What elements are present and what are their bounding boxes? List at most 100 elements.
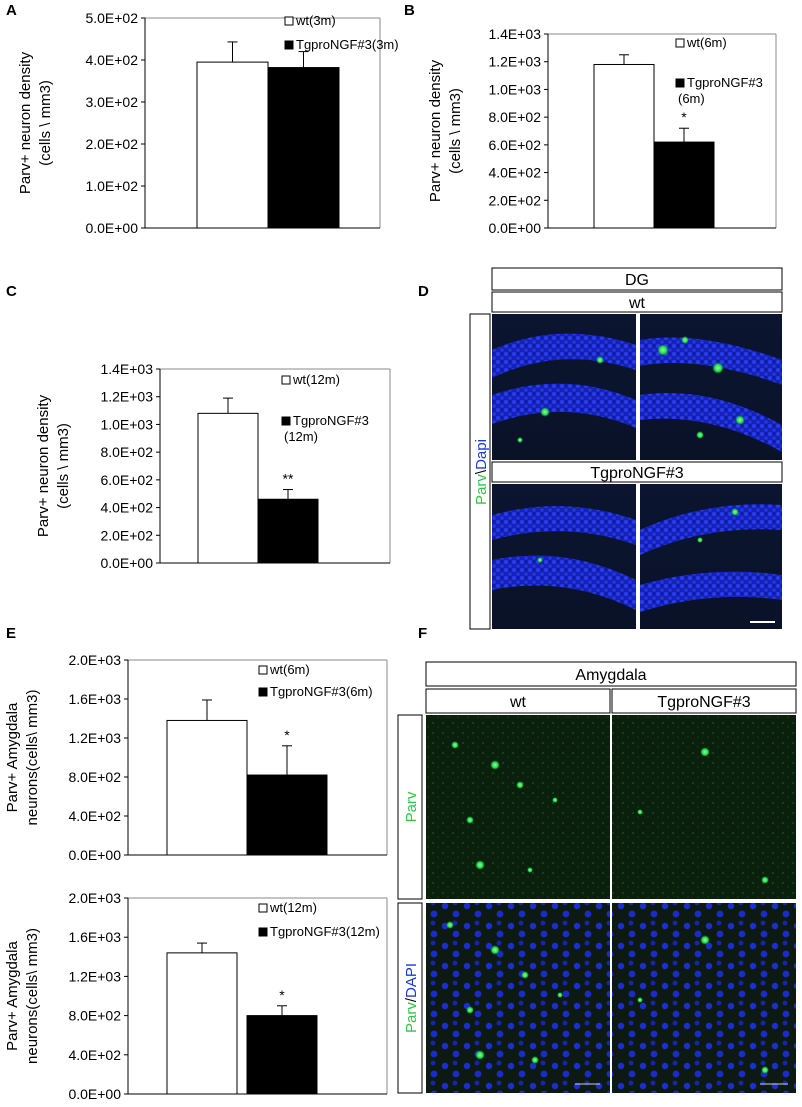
panel-letter-f: F	[418, 625, 427, 642]
legend-label: wt(6m)	[269, 662, 310, 677]
legend-label: TgproNGF#3(6m)	[270, 684, 373, 699]
f-side-row1-box	[397, 714, 423, 900]
chart-c: 0.0E+00 2.0E+02 4.0E+02 6.0E+02 8.0E+02 1.0E+…	[35, 361, 391, 571]
y-tick-label: 0.0E+00	[488, 220, 541, 236]
f-header-region: Amygdala	[575, 667, 646, 684]
y-tick-label: 8.0E+02	[68, 1008, 121, 1024]
d-image-wt-left	[492, 314, 636, 460]
legend-label: TgproNGF#3(6m)	[678, 75, 763, 106]
legend-swatch	[284, 16, 294, 26]
y-tick-label: 4.0E+02	[68, 808, 121, 824]
bar	[166, 719, 248, 856]
d-side-parv: Parv	[473, 474, 490, 505]
legend-label: wt(3m)	[295, 13, 336, 28]
y-tick-label: 1.0E+02	[85, 178, 138, 194]
legend-swatch	[258, 927, 268, 937]
f-image-tg-parv	[612, 715, 796, 899]
micrograph-f: Amygdala wt TgproNGF#3 Parv Parv/DAPI	[397, 661, 797, 1094]
y-tick-label: 0.0E+00	[100, 555, 153, 571]
f-header-tg-box	[611, 688, 797, 714]
d-header-wt: wt	[628, 295, 646, 312]
f-image-wt-parv	[426, 715, 610, 899]
f-side-row1: Parv	[403, 791, 420, 822]
bar	[166, 952, 238, 1095]
legend-swatch	[675, 38, 685, 48]
y-tick-label: 0.0E+00	[68, 1086, 121, 1102]
y-tick-label: 6.0E+02	[100, 472, 153, 488]
f-header-tg: TgproNGF#3	[657, 694, 750, 711]
y-tick-label: 2.0E+02	[100, 527, 153, 543]
y-axis-label: (cells \ mm3)	[37, 80, 54, 166]
significance-marker: **	[283, 471, 294, 487]
bar	[257, 498, 319, 564]
legend-label-line: (12m)	[284, 429, 318, 444]
panel-letter-e: E	[6, 625, 16, 642]
y-tick-label: 8.0E+02	[488, 109, 541, 125]
f-image-wt-merge	[426, 903, 610, 1093]
y-tick-label: 4.0E+02	[488, 165, 541, 181]
bar	[246, 1015, 318, 1095]
y-tick-label: 8.0E+02	[100, 444, 153, 460]
y-tick-label: 1.4E+03	[488, 26, 541, 42]
legend-label: wt(12m)	[269, 900, 317, 915]
y-tick-label: 4.0E+02	[85, 52, 138, 68]
d-side-label-box	[469, 313, 491, 630]
y-axis-label: Parv+ neuron density	[427, 59, 444, 202]
legend-swatch	[675, 78, 685, 88]
f-side-dapi: DAPI	[403, 963, 420, 998]
f-header-wt-box	[425, 688, 611, 714]
y-axis-label: neurons(cells\ mm3)	[24, 928, 41, 1064]
y-tick-label: 6.0E+02	[488, 137, 541, 153]
d-header-region: DG	[625, 272, 649, 289]
panel-letter-a: A	[6, 2, 17, 19]
legend-swatch	[258, 903, 268, 913]
significance-marker: *	[284, 727, 290, 743]
d-header-tg: TgproNGF#3	[590, 465, 683, 482]
chart-e-6m: 0.0E+00 4.0E+02 8.0E+02 1.2E+03 1.6E+03 2.0E+…	[4, 652, 388, 863]
chart-b: 0.0E+00 2.0E+02 4.0E+02 6.0E+02 8.0E+02 1.0E+…	[427, 26, 777, 236]
f-side-row2-box	[397, 902, 423, 1094]
y-tick-label: 2.0E+02	[488, 192, 541, 208]
legend-label: wt(12m)	[292, 372, 340, 387]
d-header-wt-box	[491, 291, 783, 313]
y-tick-label: 0.0E+00	[85, 220, 138, 236]
y-tick-label: 0.0E+00	[68, 847, 121, 863]
y-tick-label: 1.2E+03	[488, 54, 541, 70]
y-tick-label: 1.6E+03	[68, 929, 121, 945]
legend-label: TgproNGF#3(12m)	[270, 924, 380, 939]
y-tick-label: 1.0E+03	[488, 81, 541, 97]
y-axis-label: Parv+ Amygdala	[4, 702, 21, 812]
chart-e-12m: 0.0E+00 4.0E+02 8.0E+02 1.2E+03 1.6E+03 2.0E+…	[4, 890, 388, 1102]
f-image-tg-merge	[612, 903, 796, 1093]
y-tick-label: 3.0E+02	[85, 94, 138, 110]
y-axis-label: (cells \ mm3)	[447, 88, 464, 174]
legend-label: TgproNGF#3(12m)	[284, 413, 369, 444]
panel-letter-d: D	[418, 283, 429, 300]
significance-marker: *	[681, 109, 687, 125]
bar	[593, 63, 655, 229]
d-side-sep: \	[473, 469, 490, 474]
micrograph-d: DG wt Parv\Dapi TgproNGF#3	[469, 267, 783, 630]
significance-marker: *	[279, 987, 285, 1003]
panel-letter-c: C	[6, 283, 17, 300]
legend-label-line: TgproNGF#3	[293, 413, 369, 428]
d-image-tg-right	[640, 484, 782, 629]
d-image-tg-left	[492, 484, 636, 629]
y-tick-label: 4.0E+02	[100, 500, 153, 516]
y-tick-label: 4.0E+02	[68, 1047, 121, 1063]
bar	[267, 67, 340, 229]
legend-label: wt(6m)	[686, 35, 727, 50]
legend-swatch	[258, 665, 268, 675]
panel-letter-b: B	[404, 2, 415, 19]
y-tick-label: 1.2E+03	[100, 389, 153, 405]
legend-swatch	[281, 416, 291, 426]
d-header-region-box	[491, 267, 783, 291]
y-tick-label: 8.0E+02	[68, 769, 121, 785]
y-tick-label: 1.2E+03	[68, 968, 121, 984]
y-tick-label: 1.6E+03	[68, 691, 121, 707]
y-tick-label: 2.0E+03	[68, 652, 121, 668]
legend-label: TgproNGF#3(3m)	[296, 37, 399, 52]
bar	[196, 61, 269, 229]
legend-label-line: TgproNGF#3	[687, 75, 763, 90]
f-side-row2: Parv/DAPI	[403, 963, 420, 1033]
